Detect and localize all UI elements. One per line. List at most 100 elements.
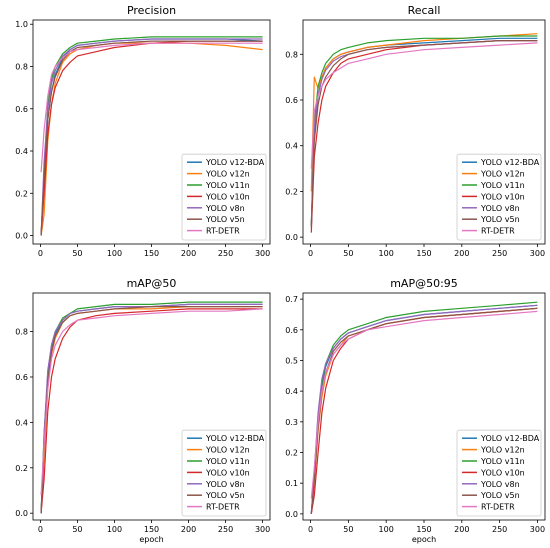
x-tick-label: 100 <box>379 525 394 534</box>
x-tick-label: 100 <box>107 249 122 258</box>
y-tick-label: 0.2 <box>15 464 28 473</box>
series-line-yolo-v10n <box>40 308 263 514</box>
axes-frame <box>32 19 271 245</box>
legend-label: YOLO v5n <box>205 491 245 500</box>
x-tick-label: 0 <box>308 249 313 258</box>
x-tick-label: 300 <box>255 525 270 534</box>
legend-label: YOLO v5n <box>205 215 245 224</box>
panel-2: Recall 0 50 100 150 200 250 300 0.0 0.2 0.4 0.6 0.8 Y… <box>285 4 546 258</box>
x-tick-label: 200 <box>181 525 196 534</box>
legend-label: YOLO v8n <box>480 480 520 489</box>
x-tick-label: 300 <box>255 249 270 258</box>
series-layer <box>40 301 263 514</box>
y-tick-label: 0.4 <box>15 418 28 427</box>
y-tick-label: 0.0 <box>15 232 28 241</box>
y-tick-label: 0.6 <box>15 373 28 382</box>
legend-label: RT-DETR <box>206 227 240 236</box>
y-tick-label: 0.5 <box>285 356 298 365</box>
y-tick-label: 0.2 <box>285 449 298 458</box>
legend-label: YOLO v10n <box>480 192 525 201</box>
x-tick-label: 0 <box>38 249 43 258</box>
x-tick-label: 300 <box>530 249 545 258</box>
y-tick-label: 0.4 <box>285 142 298 151</box>
axes-frame <box>302 19 546 245</box>
chart-title: Precision <box>127 4 176 17</box>
y-tick-label: 0.0 <box>285 510 298 519</box>
y-tick-label: 1.0 <box>15 20 28 29</box>
x-tick-label: 100 <box>379 249 394 258</box>
series-line-yolo-v5n <box>40 40 263 236</box>
axes-frame <box>32 292 271 521</box>
legend-label: YOLO v11n <box>480 457 525 466</box>
x-tick-label: 150 <box>416 525 431 534</box>
legend-label: YOLO v8n <box>205 480 245 489</box>
legend-box <box>181 153 267 241</box>
legend-label: YOLO v8n <box>480 204 520 213</box>
legend: YOLO v12-BDA YOLO v12n YOLO v11n YOLO v10n Y… <box>181 153 267 241</box>
series-line-rt-detr <box>310 310 538 499</box>
x-tick-label: 150 <box>144 249 159 258</box>
y-tick-label: 0.7 <box>285 295 298 304</box>
series-layer <box>310 301 538 514</box>
series-line-rt-detr <box>40 42 263 173</box>
axes-frame <box>302 292 546 521</box>
legend-label: RT-DETR <box>481 503 515 512</box>
y-tick-label: 0.6 <box>285 96 298 105</box>
legend: YOLO v12-BDA YOLO v12n YOLO v11n YOLO v10n Y… <box>181 429 267 517</box>
x-tick-label: 200 <box>181 249 196 258</box>
legend-label: YOLO v5n <box>480 215 520 224</box>
y-tick-label: 0.4 <box>285 387 298 396</box>
series-line-yolo-v11n <box>310 35 538 226</box>
chart-title: mAP@50 <box>127 277 177 290</box>
legend-label: YOLO v12n <box>205 170 250 179</box>
x-tick-label: 100 <box>107 525 122 534</box>
legend-label: YOLO v10n <box>205 468 250 477</box>
y-tick-label: 0.8 <box>15 62 28 71</box>
y-tick-label: 0.8 <box>285 50 298 59</box>
legend-label: YOLO v12-BDA <box>205 158 265 167</box>
legend-label: YOLO v11n <box>205 457 250 466</box>
y-tick-label: 0.6 <box>15 105 28 114</box>
panel-4: mAP@50:95 0 50 100 150 200 250 300 0.0 0.1 0.2 0.3 0… <box>285 277 546 544</box>
x-tick-label: 200 <box>454 249 469 258</box>
x-tick-label: 50 <box>72 249 82 258</box>
series-line-yolo-v5n <box>40 306 263 514</box>
chart-title: mAP@50:95 <box>390 277 458 290</box>
legend-label: RT-DETR <box>481 227 515 236</box>
y-tick-label: 0.2 <box>285 187 298 196</box>
panel-3: mAP@50 0 50 100 150 200 250 300 0.0 0.2 0.4 0.6 0.8 e… <box>15 277 271 544</box>
chart-title: Recall <box>408 4 441 17</box>
x-tick-label: 250 <box>218 249 233 258</box>
y-tick-label: 0.1 <box>285 479 298 488</box>
x-tick-label: 0 <box>38 525 43 534</box>
legend-label: YOLO v12-BDA <box>205 434 265 443</box>
legend-label: YOLO v12-BDA <box>480 434 540 443</box>
x-axis-label: epoch <box>139 535 163 544</box>
x-tick-label: 0 <box>308 525 313 534</box>
x-tick-label: 50 <box>343 525 353 534</box>
legend-label: YOLO v11n <box>205 181 250 190</box>
x-tick-label: 250 <box>218 525 233 534</box>
x-axis-label: epoch <box>412 535 436 544</box>
y-tick-label: 0.8 <box>15 328 28 337</box>
y-tick-label: 0.4 <box>15 147 28 156</box>
legend-label: YOLO v12n <box>205 446 250 455</box>
series-line-yolo-v8n <box>40 303 263 514</box>
legend-box <box>456 153 542 241</box>
x-tick-label: 250 <box>492 249 507 258</box>
legend-label: YOLO v11n <box>480 181 525 190</box>
series-line-yolo-v8n <box>40 38 263 236</box>
legend-label: YOLO v12n <box>480 170 525 179</box>
legend-label: YOLO v5n <box>480 491 520 500</box>
legend-label: YOLO v10n <box>480 468 525 477</box>
legend-box <box>181 429 267 517</box>
x-tick-label: 250 <box>492 525 507 534</box>
x-tick-label: 50 <box>343 249 353 258</box>
y-tick-label: 0.0 <box>285 233 298 242</box>
panel-1: Precision 0 50 100 150 200 250 300 0.0 0.2 0.4 0.6 0… <box>15 4 271 258</box>
series-line-yolo-v8n <box>310 304 538 514</box>
legend-label: YOLO v12n <box>480 446 525 455</box>
series-line-yolo-v11n <box>40 36 263 236</box>
x-tick-label: 50 <box>72 525 82 534</box>
